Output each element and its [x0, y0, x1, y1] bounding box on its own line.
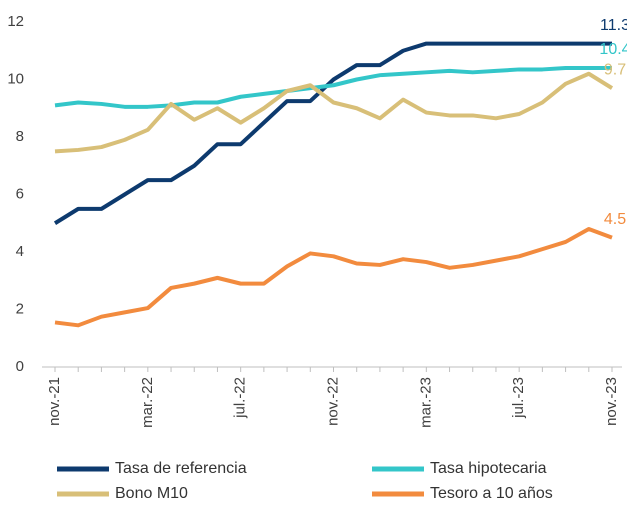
line-series — [54, 227, 613, 328]
data-label: 11.3 — [600, 17, 627, 34]
legend-label: Tasa de referencia — [115, 460, 247, 477]
line-series — [53, 41, 612, 225]
y-tick-label: 0 — [16, 358, 24, 375]
x-tick-label: mar.-22 — [139, 377, 156, 428]
x-tick-label: nov.-23 — [603, 377, 620, 426]
y-tick-label: 12 — [7, 13, 24, 30]
data-label: 4.5 — [604, 211, 626, 228]
y-tick-label: 2 — [16, 300, 24, 317]
x-tick-label: mar.-23 — [417, 377, 434, 428]
y-tick-label: 10 — [7, 70, 24, 87]
data-label: 9.7 — [604, 61, 626, 78]
x-tick-label: jul.-23 — [510, 377, 527, 419]
data-label: 10.4 — [599, 41, 627, 58]
legend-label: Tesoro a 10 años — [430, 485, 553, 502]
legend-label: Tasa hipotecaria — [430, 460, 547, 477]
y-tick-label: 8 — [16, 128, 24, 145]
x-tick-label: nov.-22 — [324, 377, 341, 426]
x-tick-label: jul.-22 — [232, 377, 249, 419]
legend-label: Bono M10 — [115, 485, 188, 502]
line-series — [54, 66, 612, 109]
y-tick-label: 4 — [16, 243, 24, 260]
line-series — [54, 71, 614, 154]
x-tick-label: nov.-21 — [46, 377, 63, 426]
y-tick-label: 6 — [16, 185, 24, 202]
